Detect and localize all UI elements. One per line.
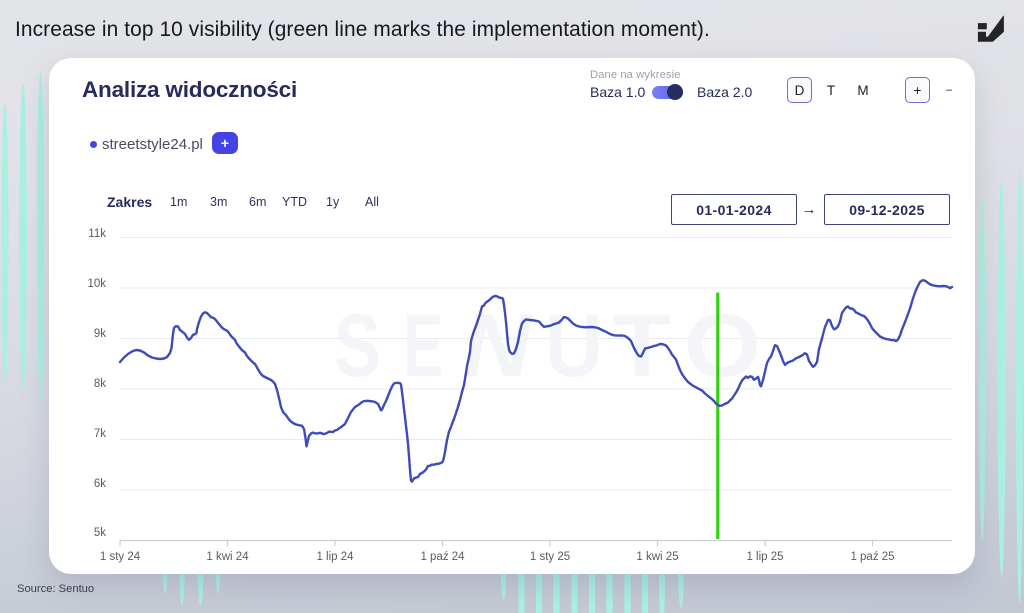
svg-text:1 paź 25: 1 paź 25 xyxy=(850,551,894,563)
svg-text:1 paź 24: 1 paź 24 xyxy=(420,551,465,563)
svg-text:1 kwi 25: 1 kwi 25 xyxy=(636,551,678,563)
svg-text:10k: 10k xyxy=(87,278,106,290)
svg-text:1 sty 24: 1 sty 24 xyxy=(100,551,141,563)
svg-text:6k: 6k xyxy=(94,478,106,490)
svg-text:1 lip 24: 1 lip 24 xyxy=(316,551,354,563)
svg-text:1 sty 25: 1 sty 25 xyxy=(530,551,570,563)
svg-text:N: N xyxy=(462,295,533,395)
svg-text:8k: 8k xyxy=(94,378,106,390)
svg-text:S: S xyxy=(334,295,381,395)
svg-text:1 kwi 24: 1 kwi 24 xyxy=(206,551,249,563)
svg-text:O: O xyxy=(684,295,761,395)
svg-text:E: E xyxy=(403,295,443,395)
svg-text:7k: 7k xyxy=(94,428,106,440)
svg-text:11k: 11k xyxy=(88,228,106,240)
svg-text:U: U xyxy=(545,295,603,395)
svg-text:9k: 9k xyxy=(94,328,106,340)
svg-text:1 lip 25: 1 lip 25 xyxy=(746,551,783,563)
svg-text:5k: 5k xyxy=(94,527,106,539)
